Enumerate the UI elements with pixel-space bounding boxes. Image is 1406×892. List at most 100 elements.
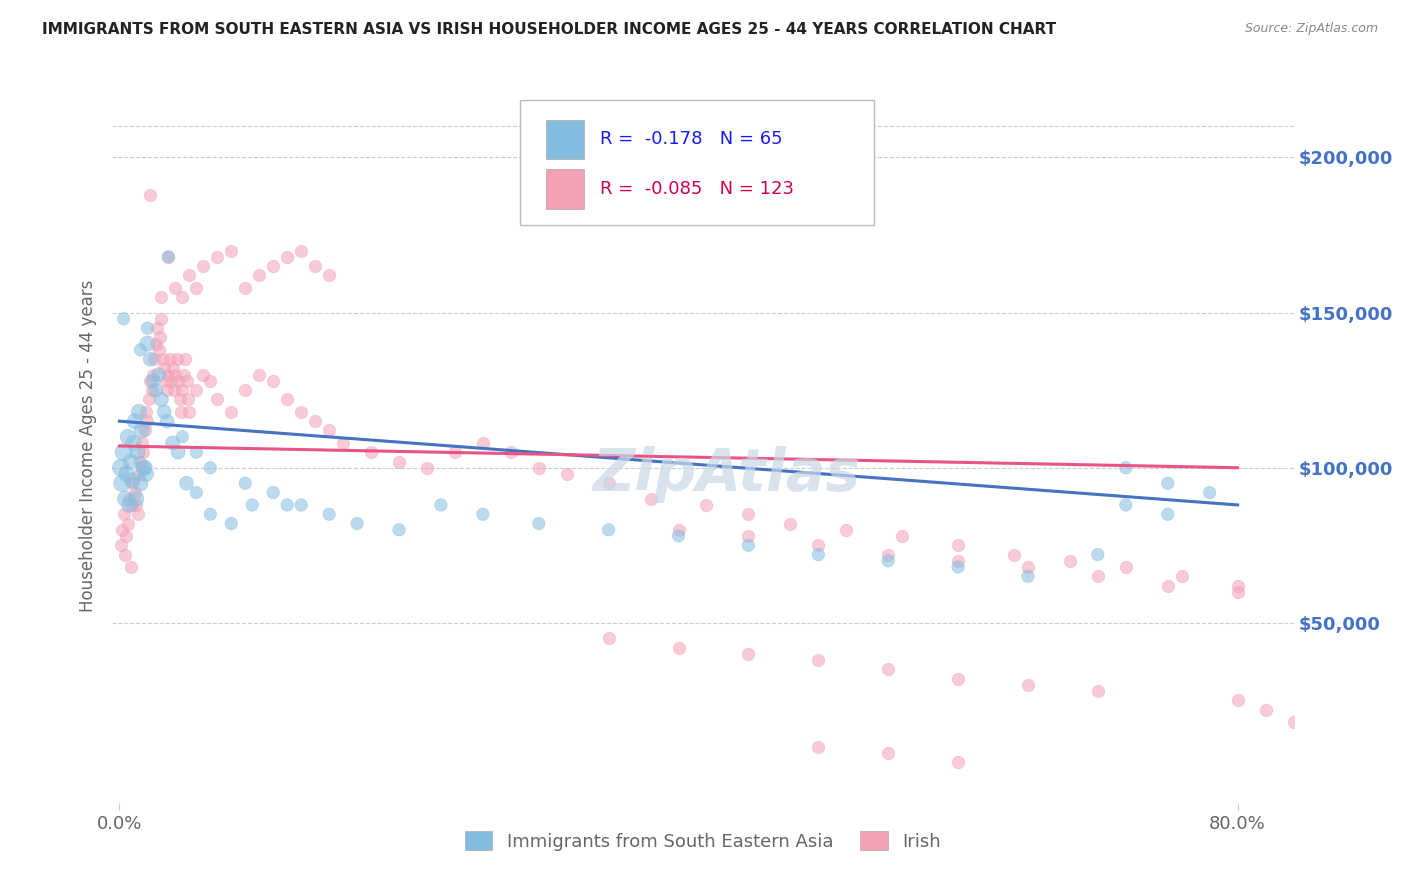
Point — [150, 290, 173, 304]
Point — [127, 508, 149, 522]
Point — [1002, 548, 1025, 562]
Point — [1157, 508, 1180, 522]
Point — [598, 632, 620, 646]
Point — [129, 343, 152, 357]
Point — [134, 460, 156, 475]
Point — [148, 343, 170, 357]
Point — [131, 424, 153, 438]
Point — [807, 653, 830, 667]
Point — [276, 498, 298, 512]
Point — [179, 268, 201, 283]
Point — [118, 498, 141, 512]
Point — [156, 383, 179, 397]
Point — [172, 290, 194, 304]
Point — [186, 281, 208, 295]
Point — [499, 445, 522, 459]
Point — [290, 244, 312, 258]
Point — [114, 491, 136, 506]
Point — [186, 383, 208, 397]
Point — [946, 560, 969, 574]
Y-axis label: Householder Income Ages 25 - 44 years: Householder Income Ages 25 - 44 years — [79, 280, 97, 612]
Point — [145, 383, 167, 397]
Point — [207, 250, 229, 264]
Point — [318, 424, 340, 438]
Point — [471, 508, 494, 522]
Point — [1226, 693, 1249, 707]
Point — [139, 374, 162, 388]
Point — [115, 467, 138, 481]
Point — [891, 529, 914, 543]
Point — [177, 392, 200, 407]
Point — [946, 756, 969, 770]
Point — [332, 436, 354, 450]
Point — [360, 445, 382, 459]
Point — [150, 392, 173, 407]
Point — [132, 460, 155, 475]
Point — [128, 405, 150, 419]
Text: R =  -0.085   N = 123: R = -0.085 N = 123 — [600, 180, 794, 198]
Point — [170, 405, 193, 419]
Point — [142, 368, 165, 382]
Point — [737, 538, 759, 552]
Point — [193, 368, 215, 382]
Point — [163, 383, 186, 397]
Point — [141, 383, 163, 397]
Point — [1157, 579, 1180, 593]
Point — [111, 476, 134, 491]
Point — [640, 491, 662, 506]
Point — [200, 374, 222, 388]
Point — [120, 454, 142, 468]
Point — [207, 392, 229, 407]
Point — [132, 445, 155, 459]
Point — [1115, 498, 1137, 512]
Point — [219, 405, 242, 419]
Point — [1087, 569, 1109, 583]
Point — [1170, 569, 1192, 583]
Point — [304, 414, 326, 428]
Point — [668, 523, 690, 537]
Point — [166, 352, 188, 367]
Point — [444, 445, 467, 459]
Point — [219, 516, 242, 531]
Point — [134, 424, 156, 438]
Point — [318, 508, 340, 522]
Point — [149, 330, 172, 344]
Point — [276, 250, 298, 264]
Point — [142, 374, 165, 388]
Point — [233, 476, 256, 491]
Point — [174, 352, 197, 367]
Point — [1059, 554, 1081, 568]
Point — [877, 554, 900, 568]
Point — [779, 516, 801, 531]
Text: ZipAtlas: ZipAtlas — [592, 446, 860, 503]
Point — [247, 268, 270, 283]
Point — [807, 739, 830, 754]
Point — [877, 548, 900, 562]
Point — [1087, 548, 1109, 562]
Point — [167, 374, 190, 388]
Point — [1017, 678, 1039, 692]
Point — [139, 187, 162, 202]
Point — [136, 321, 159, 335]
Point — [233, 383, 256, 397]
Point — [138, 392, 160, 407]
Point — [127, 445, 149, 459]
Point — [121, 498, 143, 512]
Point — [598, 476, 620, 491]
Point — [186, 485, 208, 500]
Point — [1087, 684, 1109, 698]
Point — [148, 368, 170, 382]
Point — [169, 392, 191, 407]
Point — [162, 361, 184, 376]
Text: Source: ZipAtlas.com: Source: ZipAtlas.com — [1244, 22, 1378, 36]
Point — [877, 746, 900, 760]
Point — [416, 460, 439, 475]
Point — [200, 460, 222, 475]
Point — [159, 352, 181, 367]
Point — [153, 405, 176, 419]
Point — [111, 523, 134, 537]
Point — [737, 647, 759, 661]
Point — [165, 281, 187, 295]
Point — [157, 250, 180, 264]
Point — [946, 554, 969, 568]
